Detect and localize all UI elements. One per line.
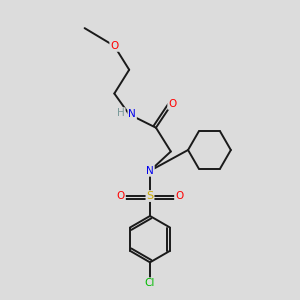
- Text: H: H: [117, 108, 125, 118]
- Text: N: N: [128, 109, 136, 119]
- Text: S: S: [146, 191, 154, 201]
- Text: O: O: [117, 191, 125, 201]
- Text: O: O: [110, 41, 118, 51]
- Text: Cl: Cl: [145, 278, 155, 288]
- Text: N: N: [146, 166, 154, 176]
- Text: O: O: [168, 99, 176, 109]
- Text: O: O: [175, 191, 183, 201]
